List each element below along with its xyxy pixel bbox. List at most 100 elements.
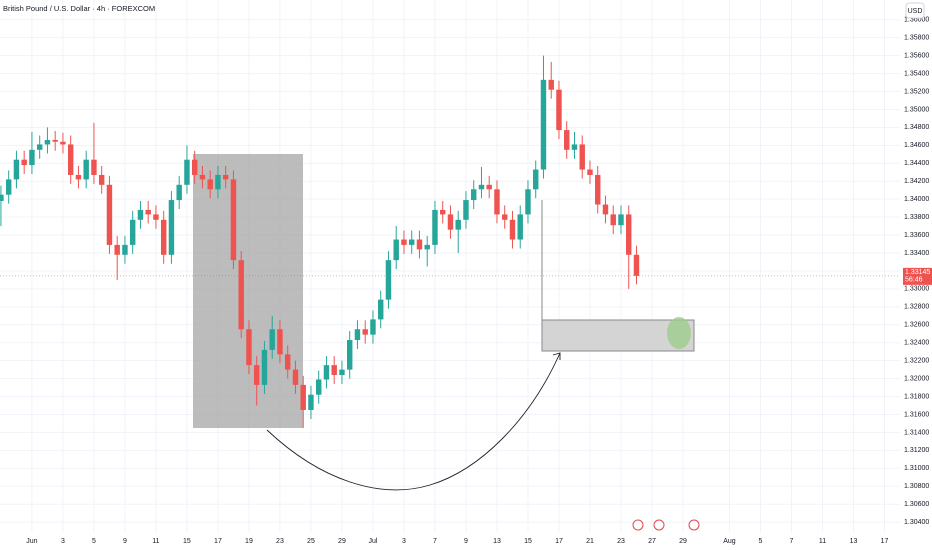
x-tick-label: 27 bbox=[648, 538, 656, 545]
x-tick-label: 17 bbox=[555, 538, 563, 545]
candle-body bbox=[315, 379, 322, 395]
candle-body bbox=[13, 159, 20, 180]
candles bbox=[0, 55, 900, 428]
y-tick-label: 1.33400 bbox=[904, 250, 929, 257]
event-icon[interactable] bbox=[632, 519, 644, 531]
y-tick-label: 1.31000 bbox=[904, 465, 929, 472]
x-tick-label: 23 bbox=[617, 538, 625, 545]
y-tick-label: 1.34200 bbox=[904, 178, 929, 185]
candle-body bbox=[533, 169, 539, 190]
price-label: 1.33145 bbox=[905, 269, 930, 276]
candle-body bbox=[587, 169, 593, 175]
y-tick-label: 1.31800 bbox=[904, 393, 929, 400]
candle-body bbox=[191, 159, 198, 175]
x-tick-label: 17 bbox=[881, 538, 889, 545]
x-tick-label: 29 bbox=[679, 538, 687, 545]
candle-body bbox=[277, 329, 283, 355]
candle-body bbox=[137, 209, 144, 220]
candle-body bbox=[494, 189, 500, 215]
candle-body bbox=[478, 184, 485, 190]
y-tick-label: 1.34000 bbox=[904, 196, 929, 203]
candle-body bbox=[416, 239, 423, 250]
candle-body bbox=[432, 209, 438, 245]
candle-body bbox=[168, 200, 175, 255]
candle-body bbox=[633, 254, 640, 276]
candle-body bbox=[261, 349, 268, 385]
arrow-head bbox=[552, 352, 561, 360]
candle-body bbox=[602, 204, 609, 215]
y-tick-label: 1.31600 bbox=[904, 411, 929, 418]
candle-body bbox=[354, 329, 361, 341]
y-tick-label: 1.34800 bbox=[904, 124, 929, 131]
candle-body bbox=[300, 384, 306, 410]
candle-body bbox=[153, 214, 159, 220]
candle-body bbox=[331, 365, 337, 376]
candle-body bbox=[571, 144, 578, 150]
y-tick-label: 1.32200 bbox=[904, 357, 929, 364]
event-icon[interactable] bbox=[688, 519, 700, 531]
candle-body bbox=[540, 79, 547, 170]
candle-body bbox=[610, 214, 616, 226]
candle-body bbox=[362, 329, 368, 335]
x-tick-label: 5 bbox=[759, 538, 763, 545]
candle-body bbox=[98, 174, 105, 185]
x-tick-label: 17 bbox=[214, 538, 222, 545]
x-tick-label: 9 bbox=[464, 538, 468, 545]
axes: 1.30400 1.30600 1.30800 1.31000 1.31200 1.314… bbox=[26, 17, 932, 545]
candle-body bbox=[292, 369, 299, 385]
candle-body bbox=[67, 144, 74, 175]
y-tick-label: 1.35800 bbox=[904, 35, 929, 42]
candle-body bbox=[346, 340, 353, 370]
candle-body bbox=[238, 260, 244, 330]
y-tick-label: 1.30600 bbox=[904, 501, 929, 508]
x-tick-label: 19 bbox=[245, 538, 253, 545]
candle-body bbox=[517, 214, 523, 240]
event-icon[interactable] bbox=[653, 519, 665, 531]
x-tick-label: 7 bbox=[790, 538, 794, 545]
x-tick-label: 5 bbox=[92, 538, 96, 545]
candle-body bbox=[21, 159, 27, 166]
candle-body bbox=[377, 299, 384, 320]
y-tick-label: 1.31400 bbox=[904, 429, 929, 436]
x-tick-label: 13 bbox=[850, 538, 858, 545]
currency-label[interactable]: USD bbox=[908, 8, 923, 15]
candle-body bbox=[424, 244, 430, 250]
x-tick-label: 11 bbox=[152, 538, 159, 545]
candle-body bbox=[199, 174, 206, 180]
candle-body bbox=[284, 354, 291, 370]
x-tick-label: 23 bbox=[276, 538, 284, 545]
candle-body bbox=[401, 239, 407, 245]
x-tick-label: 11 bbox=[819, 538, 826, 545]
currency-button[interactable] bbox=[905, 2, 925, 19]
x-tick-label: 15 bbox=[183, 538, 191, 545]
zone-rectangle bbox=[193, 154, 303, 428]
y-tick-label: 1.30400 bbox=[904, 519, 929, 526]
candle-body bbox=[269, 329, 275, 350]
x-tick-label: 9 bbox=[123, 538, 127, 545]
candle-body bbox=[253, 365, 260, 385]
y-tick-label: 1.33600 bbox=[904, 232, 929, 239]
y-tick-label: 1.36000 bbox=[904, 17, 929, 24]
candle-body bbox=[0, 194, 4, 201]
x-tick-label: 29 bbox=[338, 538, 346, 545]
candle-body bbox=[339, 369, 345, 376]
candle-body bbox=[471, 189, 477, 201]
candle-body bbox=[184, 159, 190, 185]
x-tick-label: Jun bbox=[26, 538, 37, 545]
x-tick-label: 3 bbox=[61, 538, 65, 545]
candle-body bbox=[160, 219, 167, 255]
y-tick-label: 1.33000 bbox=[904, 286, 929, 293]
candle-body bbox=[230, 179, 237, 261]
candle-body bbox=[626, 214, 632, 255]
candle-body bbox=[83, 159, 89, 180]
candle-body bbox=[502, 214, 508, 220]
chart-title: British Pound / U.S. Dollar · 4h · FOREX… bbox=[3, 4, 155, 13]
x-tick-label: 13 bbox=[493, 538, 501, 545]
candle-body bbox=[176, 184, 182, 201]
candle-body bbox=[556, 89, 562, 131]
y-tick-label: 1.32000 bbox=[904, 375, 929, 382]
candle-body bbox=[29, 149, 35, 166]
y-tick-label: 1.35000 bbox=[904, 106, 929, 113]
candle-body bbox=[564, 130, 570, 150]
